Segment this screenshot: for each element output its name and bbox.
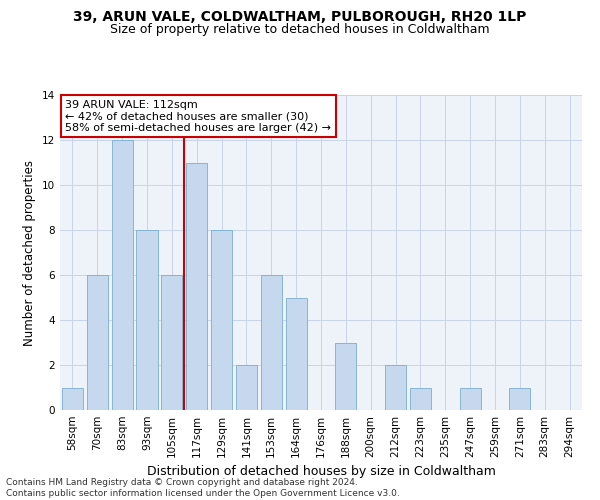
Bar (460, 388, 481, 410)
Bar (62, 388, 83, 410)
Text: 39 ARUN VALE: 112sqm
← 42% of detached houses are smaller (30)
58% of semi-detac: 39 ARUN VALE: 112sqm ← 42% of detached h… (65, 100, 331, 133)
Bar (236, 365, 257, 410)
Bar (136, 230, 158, 410)
Bar (161, 275, 182, 410)
Bar (509, 388, 530, 410)
Bar (186, 162, 207, 410)
Bar (385, 365, 406, 410)
Text: Contains HM Land Registry data © Crown copyright and database right 2024.
Contai: Contains HM Land Registry data © Crown c… (6, 478, 400, 498)
Bar (211, 230, 232, 410)
Bar (410, 388, 431, 410)
Bar (112, 140, 133, 410)
Bar (87, 275, 108, 410)
Bar (261, 275, 282, 410)
X-axis label: Distribution of detached houses by size in Coldwaltham: Distribution of detached houses by size … (146, 466, 496, 478)
Y-axis label: Number of detached properties: Number of detached properties (23, 160, 37, 346)
Bar (286, 298, 307, 410)
Text: Size of property relative to detached houses in Coldwaltham: Size of property relative to detached ho… (110, 22, 490, 36)
Bar (335, 342, 356, 410)
Text: 39, ARUN VALE, COLDWALTHAM, PULBOROUGH, RH20 1LP: 39, ARUN VALE, COLDWALTHAM, PULBOROUGH, … (73, 10, 527, 24)
